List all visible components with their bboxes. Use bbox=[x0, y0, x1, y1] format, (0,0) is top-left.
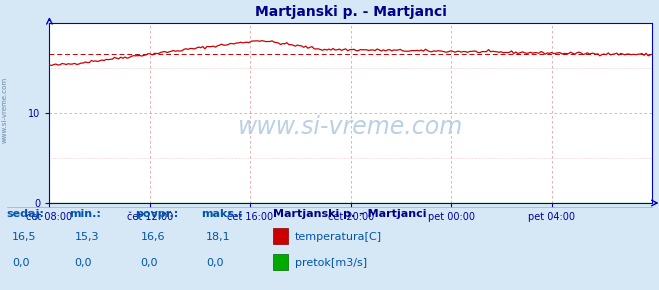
Text: Martjanski p. - Martjanci: Martjanski p. - Martjanci bbox=[273, 209, 427, 219]
Title: Martjanski p. - Martjanci: Martjanski p. - Martjanci bbox=[255, 5, 447, 19]
Text: 0,0: 0,0 bbox=[206, 258, 224, 268]
Text: www.si-vreme.com: www.si-vreme.com bbox=[2, 77, 8, 143]
Text: maks.:: maks.: bbox=[201, 209, 243, 219]
Text: 0,0: 0,0 bbox=[140, 258, 158, 268]
Text: pretok[m3/s]: pretok[m3/s] bbox=[295, 258, 366, 268]
Text: 0,0: 0,0 bbox=[12, 258, 30, 268]
Text: 0,0: 0,0 bbox=[74, 258, 92, 268]
Text: 16,5: 16,5 bbox=[12, 232, 36, 242]
Text: 18,1: 18,1 bbox=[206, 232, 231, 242]
Text: povpr.:: povpr.: bbox=[135, 209, 179, 219]
Text: temperatura[C]: temperatura[C] bbox=[295, 232, 382, 242]
Text: 16,6: 16,6 bbox=[140, 232, 165, 242]
Text: www.si-vreme.com: www.si-vreme.com bbox=[239, 115, 463, 139]
Text: 15,3: 15,3 bbox=[74, 232, 99, 242]
Text: min.:: min.: bbox=[69, 209, 101, 219]
Text: sedaj:: sedaj: bbox=[7, 209, 44, 219]
